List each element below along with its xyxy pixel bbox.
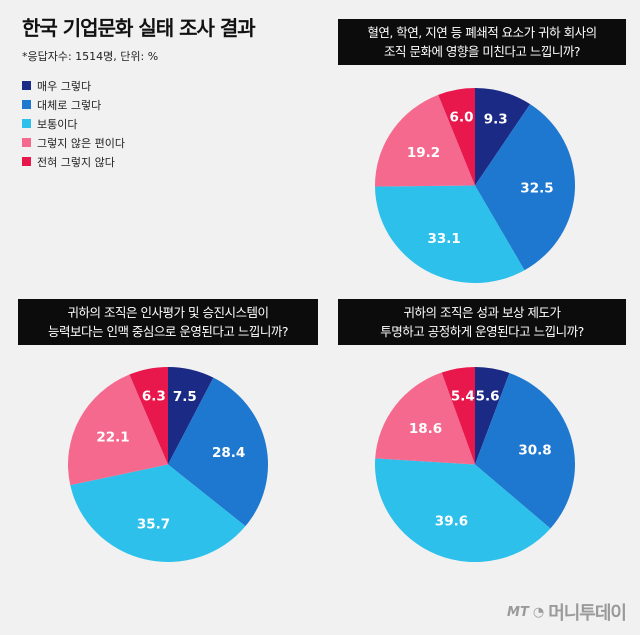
slice-value-label: 32.5 — [520, 180, 553, 196]
slice-value-label: 30.8 — [518, 442, 551, 458]
legend-label: 매우 그렇다 — [37, 79, 92, 93]
question-line: 혈연, 학연, 지연 등 폐쇄적 요소가 귀하 회사의 — [367, 25, 597, 40]
logo-name: 머니투데이 — [548, 603, 627, 624]
legend-label: 보통이다 — [37, 117, 78, 131]
legend-swatch — [22, 81, 31, 90]
pie-slice — [168, 367, 214, 465]
slice-value-label: 18.6 — [409, 421, 442, 437]
pie-slice — [375, 185, 525, 283]
slice-value-label: 39.6 — [435, 513, 468, 529]
pie-slice — [441, 367, 475, 465]
legend-label: 전혀 그렇지 않다 — [37, 155, 115, 169]
pie-slice — [475, 88, 531, 186]
pie-slice — [375, 372, 475, 465]
legend-swatch — [22, 138, 31, 147]
pie-slice — [68, 374, 168, 486]
pie-chart-1: 9.3 32.5 33.1 19.2 6.0 — [375, 88, 575, 283]
pie-slice — [168, 377, 268, 527]
question-line: 조직 문화에 영향을 미친다고 느낍니까? — [383, 44, 581, 59]
pie-chart-2: 7.5 28.4 35.7 22.1 6.3 — [68, 367, 268, 562]
slice-value-label: 33.1 — [427, 231, 460, 247]
logo-mark-icon: ◔ — [532, 604, 545, 620]
slice-value-label: 35.7 — [137, 516, 170, 532]
question-line: 귀하의 조직은 성과 보상 제도가 — [403, 305, 561, 320]
legend-item: 대체로 그렇다 — [22, 95, 125, 114]
slice-value-label: 6.3 — [142, 389, 166, 405]
slice-value-label: 7.5 — [173, 389, 197, 405]
pie-slice — [129, 367, 168, 465]
logo-mt: MT — [507, 604, 529, 620]
legend-swatch — [22, 119, 31, 128]
legend-item: 그렇지 않은 편이다 — [22, 133, 125, 152]
slice-value-label: 19.2 — [407, 145, 440, 161]
pie-chart-3: 5.6 30.8 39.6 18.6 5.4 — [375, 367, 575, 562]
chart-title: 한국 기업문화 실태 조사 결과 — [22, 16, 256, 40]
pie-slice — [475, 372, 575, 529]
slice-value-label: 5.4 — [451, 388, 475, 404]
pie-slice — [475, 104, 575, 271]
publisher-logo: MT ◔ 머니투데이 — [507, 599, 627, 625]
slice-value-label: 28.4 — [212, 445, 245, 461]
question-line: 능력보다는 인맥 중심으로 운영된다고 느낍니까? — [47, 324, 289, 339]
legend-item: 매우 그렇다 — [22, 76, 125, 95]
legend-label: 대체로 그렇다 — [37, 98, 102, 112]
slice-value-label: 9.3 — [484, 111, 508, 127]
pie-slice — [375, 94, 475, 187]
pie-slice — [70, 464, 246, 562]
pie-slice — [375, 458, 551, 562]
slice-value-label: 22.1 — [96, 430, 129, 446]
question-box-2: 귀하의 조직은 인사평가 및 승진시스템이 능력보다는 인맥 중심으로 운영된다… — [18, 299, 318, 345]
question-box-1: 혈연, 학연, 지연 등 폐쇄적 요소가 귀하 회사의 조직 문화에 영향을 미… — [338, 19, 626, 65]
legend: 매우 그렇다 대체로 그렇다 보통이다 그렇지 않은 편이다 전혀 그렇지 않다 — [22, 76, 125, 171]
respondent-note: *응답자수: 1514명, 단위: % — [22, 50, 159, 63]
legend-swatch — [22, 100, 31, 109]
legend-item: 전혀 그렇지 않다 — [22, 152, 125, 171]
slice-value-label: 5.6 — [476, 388, 500, 404]
pie-slice — [475, 367, 510, 465]
legend-label: 그렇지 않은 편이다 — [37, 136, 125, 150]
question-line: 투명하고 공정하게 운영된다고 느낍니까? — [380, 324, 584, 339]
legend-item: 보통이다 — [22, 114, 125, 133]
legend-swatch — [22, 157, 31, 166]
slice-value-label: 6.0 — [450, 110, 474, 126]
question-box-3: 귀하의 조직은 성과 보상 제도가 투명하고 공정하게 운영된다고 느낍니까? — [338, 299, 626, 345]
question-line: 귀하의 조직은 인사평가 및 승진시스템이 — [67, 305, 269, 320]
pie-slice — [438, 88, 475, 186]
